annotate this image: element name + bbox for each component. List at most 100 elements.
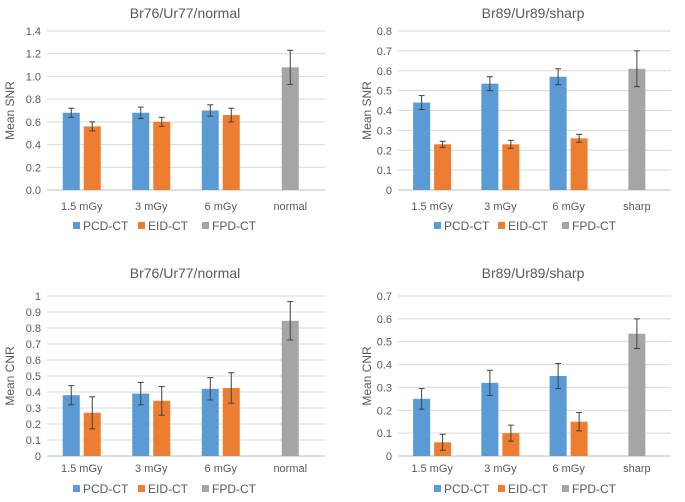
bar-pcd-ct-2 <box>132 112 150 190</box>
chart-panel-1: Br76/Ur77/normal 0.0 0.2 0.4 0.6 0.8 1.0 1.2 1.4… <box>3 5 325 233</box>
legend-label: FPD-CT <box>212 219 257 233</box>
x-tick-label: 3 mGy <box>135 463 168 475</box>
legend-swatch-fpd-ct <box>562 222 569 229</box>
x-tick-label: 3 mGy <box>484 463 517 475</box>
x-tick-label: normal <box>273 201 307 213</box>
bar-pcd-ct-3 <box>201 110 219 190</box>
legend-swatch-eid-ct <box>138 222 145 229</box>
legend-swatch-pcd-ct <box>73 222 80 229</box>
y-tick-label: 0.5 <box>26 371 41 383</box>
y-tick-label: 0.7 <box>377 46 392 58</box>
y-tick-label: 0.7 <box>26 339 41 351</box>
bar-eid-ct-3 <box>222 115 240 190</box>
legend-swatch-eid-ct <box>498 222 505 229</box>
y-tick-label: 0.9 <box>26 307 41 319</box>
y-tick-label: 0.1 <box>377 428 392 440</box>
legend-swatch-eid-ct <box>498 485 505 492</box>
legend-label: EID-CT <box>508 482 549 496</box>
y-tick-label: 0 <box>386 185 392 197</box>
legend-label: EID-CT <box>148 482 189 496</box>
y-tick-label: 0.1 <box>26 435 41 447</box>
chart-title: Br76/Ur77/normal <box>130 265 241 281</box>
y-tick-label: 0.3 <box>377 382 392 394</box>
x-tick-label: normal <box>273 463 307 475</box>
y-tick-label: 0.5 <box>377 86 392 98</box>
bar-fpd-ct-4 <box>628 333 646 456</box>
legend-swatch-fpd-ct <box>562 485 569 492</box>
bar-pcd-ct-2 <box>481 382 499 456</box>
y-axis-label: Mean CNR <box>3 346 17 406</box>
y-tick-label: 0.6 <box>377 314 392 326</box>
legend-swatch-eid-ct <box>138 485 145 492</box>
x-tick-label: 6 mGy <box>205 201 238 213</box>
bar-eid-ct-1 <box>83 412 101 456</box>
bar-pcd-ct-2 <box>132 393 150 456</box>
y-tick-label: 0.2 <box>26 419 41 431</box>
chart-panel-3: Br76/Ur77/normal 0 0.1 0.2 0.3 0.4 0.5 0.6 0.7 0.… <box>3 265 325 496</box>
chart-title: Br89/Ur89/sharp <box>482 265 585 281</box>
y-tick-label: 0.3 <box>377 125 392 137</box>
bar-pcd-ct-1 <box>62 395 80 456</box>
legend-label: PCD-CT <box>444 219 490 233</box>
legend-label: PCD-CT <box>83 219 129 233</box>
y-axis-label: Mean SNR <box>360 81 374 140</box>
x-tick-label: 1.5 mGy <box>411 463 453 475</box>
y-tick-label: 0.2 <box>377 145 392 157</box>
bar-eid-ct-2 <box>502 433 520 456</box>
x-tick-label: 1.5 mGy <box>61 201 103 213</box>
y-tick-label: 0.1 <box>377 165 392 177</box>
bar-pcd-ct-1 <box>413 102 431 190</box>
y-tick-label: 0.4 <box>377 360 392 372</box>
bar-eid-ct-3 <box>570 421 588 456</box>
chart-title: Br76/Ur77/normal <box>130 5 241 21</box>
x-tick-label: 1.5 mGy <box>61 463 103 475</box>
x-tick-label: 1.5 mGy <box>411 201 453 213</box>
bar-eid-ct-1 <box>83 126 101 190</box>
legend-label: FPD-CT <box>572 482 617 496</box>
legend-swatch-fpd-ct <box>202 485 209 492</box>
y-tick-label: 0.6 <box>377 66 392 78</box>
y-tick-label: 0.2 <box>26 162 41 174</box>
legend-label: FPD-CT <box>572 219 617 233</box>
legend-label: EID-CT <box>508 219 549 233</box>
y-tick-label: 0.2 <box>377 405 392 417</box>
x-tick-label: 6 mGy <box>205 463 238 475</box>
bar-pcd-ct-3 <box>201 388 219 456</box>
bar-pcd-ct-1 <box>413 398 431 456</box>
y-tick-label: 0 <box>386 451 392 463</box>
legend-label: FPD-CT <box>212 482 257 496</box>
y-tick-label: 0.7 <box>377 291 392 303</box>
y-tick-label: 1.0 <box>26 71 41 83</box>
bar-eid-ct-2 <box>502 144 520 190</box>
bar-pcd-ct-2 <box>481 83 499 190</box>
legend-swatch-fpd-ct <box>202 222 209 229</box>
chart-title: Br89/Ur89/sharp <box>482 5 585 21</box>
y-tick-label: 0.3 <box>26 403 41 415</box>
x-tick-label: sharp <box>623 463 651 475</box>
x-tick-label: 3 mGy <box>135 201 168 213</box>
y-tick-label: 0 <box>35 451 41 463</box>
legend-swatch-pcd-ct <box>434 485 441 492</box>
bar-eid-ct-3 <box>222 388 240 456</box>
y-tick-label: 0.8 <box>26 94 41 106</box>
y-tick-label: 0.4 <box>26 140 41 152</box>
y-tick-label: 0.0 <box>26 185 41 197</box>
chart-panel-2: Br89/Ur89/sharp 0 0.1 0.2 0.3 0.4 0.5 0.6 0.7 0.8… <box>360 5 671 233</box>
bar-eid-ct-2 <box>153 400 171 456</box>
y-axis-label: Mean CNR <box>360 346 374 406</box>
bar-pcd-ct-3 <box>549 76 567 190</box>
x-tick-label: 6 mGy <box>552 201 585 213</box>
bar-eid-ct-2 <box>153 121 171 190</box>
legend-label: EID-CT <box>148 219 189 233</box>
bar-fpd-ct-4 <box>281 320 299 456</box>
legend-swatch-pcd-ct <box>73 485 80 492</box>
legend-swatch-pcd-ct <box>434 222 441 229</box>
bar-eid-ct-1 <box>434 144 452 190</box>
chart-panel-4: Br89/Ur89/sharp 0 0.1 0.2 0.3 0.4 0.5 0.6 0.7 Mea… <box>360 265 671 496</box>
bar-fpd-ct-4 <box>628 68 646 190</box>
y-tick-label: 0.4 <box>377 106 392 118</box>
y-tick-label: 0.6 <box>26 117 41 129</box>
y-tick-label: 0.5 <box>377 337 392 349</box>
y-tick-label: 0.8 <box>377 26 392 38</box>
y-tick-label: 0.6 <box>26 355 41 367</box>
